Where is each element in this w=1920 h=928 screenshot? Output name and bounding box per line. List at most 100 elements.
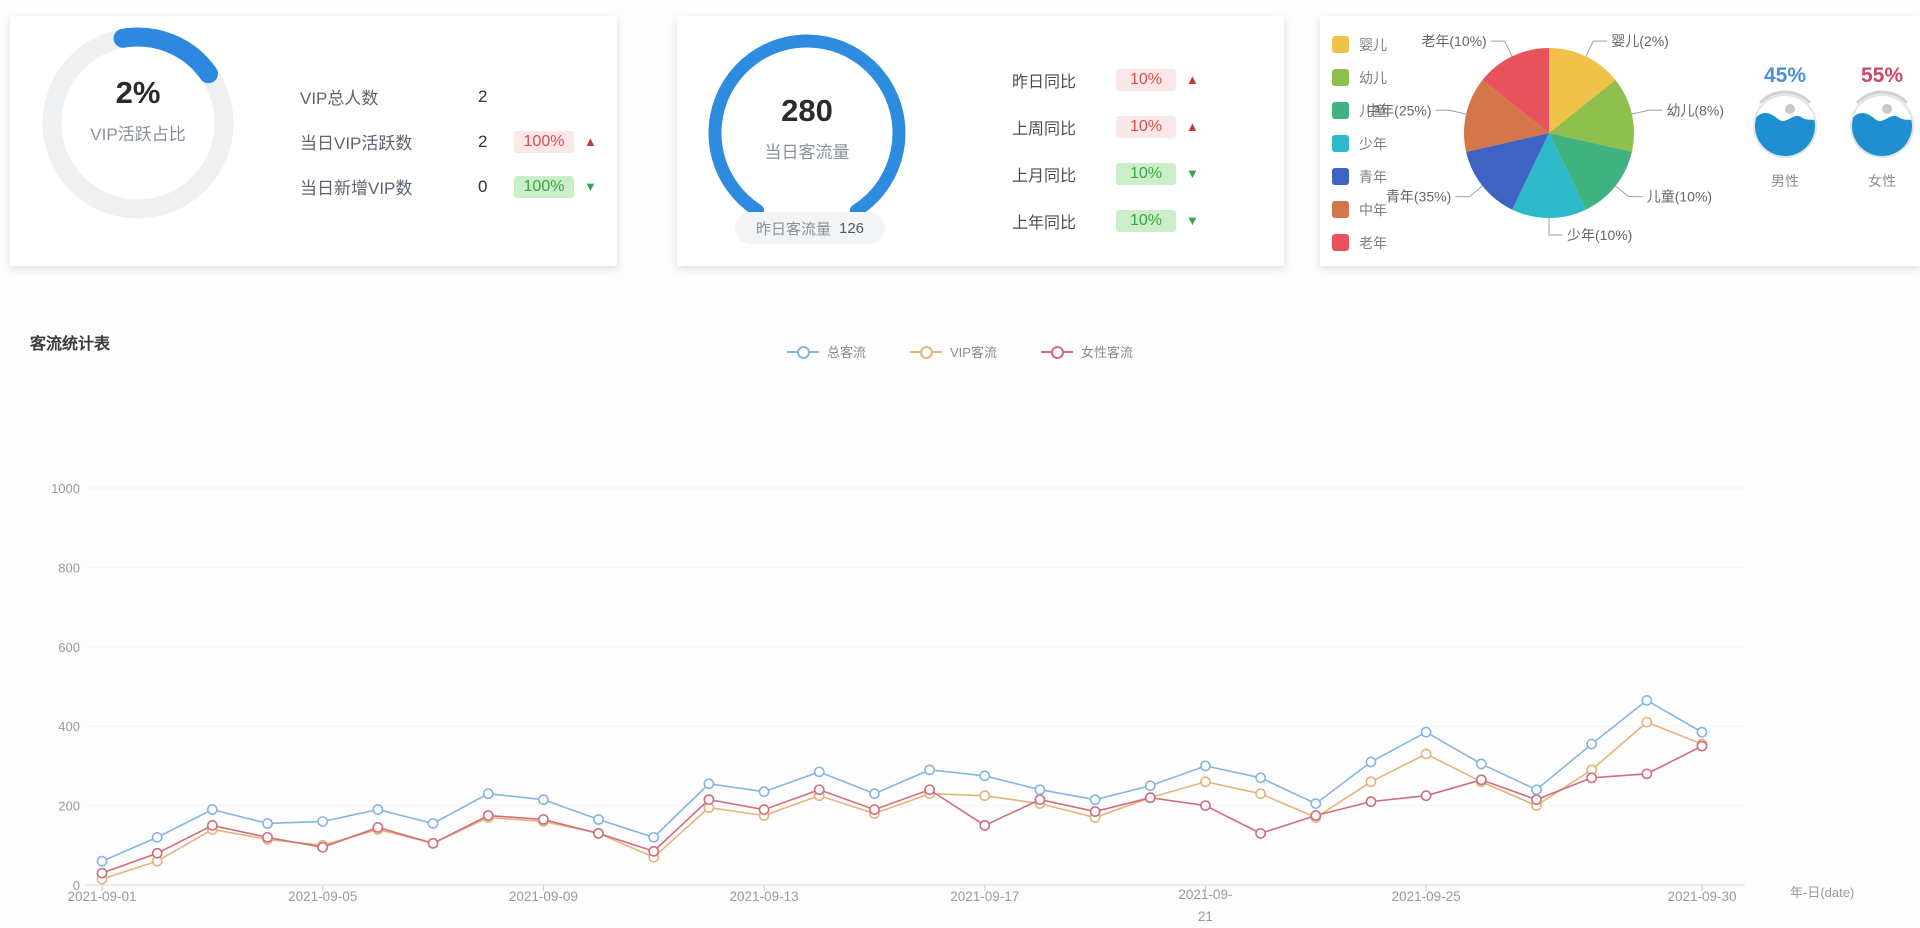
data-point-总客流[interactable] — [869, 788, 880, 800]
pie-legend-item[interactable]: 儿童 — [1332, 94, 1387, 127]
data-point-总客流[interactable] — [703, 778, 715, 790]
data-point-总客流[interactable] — [1696, 726, 1708, 738]
data-point-女性客流[interactable] — [1696, 740, 1708, 752]
data-point-总客流[interactable] — [96, 855, 108, 867]
data-point-女性客流[interactable] — [317, 841, 329, 853]
data-point-总客流[interactable] — [813, 766, 825, 778]
data-point-总客流[interactable] — [537, 794, 549, 806]
data-point-女性客流[interactable] — [1200, 800, 1211, 811]
data-point-女性客流[interactable] — [1641, 768, 1653, 780]
flow-legend-item-总客流[interactable]: 总客流 — [787, 342, 866, 361]
data-point-女性客流[interactable] — [1365, 796, 1377, 808]
arrow-up-icon: ▲ — [584, 134, 597, 149]
data-point-女性客流[interactable] — [1255, 827, 1267, 839]
data-point-总客流[interactable] — [1365, 756, 1377, 768]
svg-text:800: 800 — [58, 560, 80, 575]
data-point-总客流[interactable] — [758, 786, 770, 798]
pie-slice-婴儿[interactable] — [1549, 48, 1616, 133]
vip-donut-ring — [42, 27, 234, 219]
pie-legend-item[interactable]: 老年 — [1332, 226, 1387, 259]
data-point-女性客流[interactable] — [924, 784, 935, 796]
pie-legend-item[interactable]: 幼儿 — [1332, 61, 1387, 94]
pie-legend-item[interactable]: 婴儿 — [1332, 28, 1387, 61]
data-point-女性客流[interactable] — [427, 837, 439, 849]
data-point-女性客流[interactable] — [262, 831, 273, 843]
data-point-总客流[interactable] — [1089, 794, 1101, 806]
data-point-VIP客流[interactable] — [1365, 776, 1377, 788]
arrow-up-icon: ▲ — [1186, 119, 1199, 134]
flow-legend-item-VIP客流[interactable]: VIP客流 — [910, 342, 997, 361]
data-point-总客流[interactable] — [262, 818, 273, 829]
pie-slice-幼儿[interactable] — [1549, 80, 1634, 152]
data-point-总客流[interactable] — [151, 831, 163, 843]
data-point-女性客流[interactable] — [758, 804, 770, 815]
data-point-女性客流[interactable] — [869, 804, 880, 815]
flow-line-chart[interactable]: 0 200 400 600 800 1000 2021-09-01 2021-09-05 202… — [0, 368, 1920, 928]
data-point-VIP客流[interactable] — [1200, 776, 1211, 788]
pie-legend-item[interactable]: 少年 — [1332, 127, 1387, 160]
data-point-女性客流[interactable] — [206, 820, 218, 831]
data-point-总客流[interactable] — [1420, 726, 1432, 738]
data-point-VIP客流[interactable] — [1255, 788, 1267, 800]
data-point-总客流[interactable] — [924, 764, 935, 776]
data-point-总客流[interactable] — [206, 804, 218, 815]
compare-row: 上年同比 10% ▼ — [1012, 197, 1272, 244]
data-point-女性客流[interactable] — [1310, 810, 1322, 821]
data-point-VIP客流[interactable] — [1641, 716, 1653, 728]
data-point-女性客流[interactable] — [813, 784, 825, 796]
data-point-女性客流[interactable] — [537, 814, 549, 825]
data-point-女性客流[interactable] — [979, 820, 991, 831]
compare-row: 上周同比 10% ▲ — [1012, 103, 1272, 150]
data-point-女性客流[interactable] — [1089, 806, 1101, 817]
data-point-VIP客流[interactable] — [979, 790, 991, 802]
data-point-女性客流[interactable] — [96, 867, 108, 879]
data-point-总客流[interactable] — [1034, 784, 1046, 796]
flow-legend-item-女性客流[interactable]: 女性客流 — [1040, 342, 1133, 361]
data-point-女性客流[interactable] — [1144, 792, 1156, 804]
data-point-女性客流[interactable] — [1475, 774, 1487, 786]
data-point-VIP客流[interactable] — [1420, 748, 1432, 760]
data-point-总客流[interactable] — [979, 770, 991, 782]
data-point-总客流[interactable] — [1200, 760, 1211, 772]
data-point-女性客流[interactable] — [1034, 794, 1046, 806]
legend-label: 婴儿 — [1359, 36, 1387, 53]
legend-swatch-icon — [1332, 102, 1349, 119]
data-point-女性客流[interactable] — [1586, 772, 1598, 784]
traffic-gauge-chart — [702, 28, 912, 238]
svg-text:400: 400 — [58, 719, 80, 734]
pie-legend-item[interactable]: 中年 — [1332, 193, 1387, 226]
data-point-女性客流[interactable] — [593, 827, 604, 839]
pie-legend-item[interactable]: 青年 — [1332, 160, 1387, 193]
data-point-总客流[interactable] — [1310, 798, 1322, 810]
data-point-女性客流[interactable] — [482, 810, 494, 821]
data-point-总客流[interactable] — [593, 814, 604, 825]
data-point-总客流[interactable] — [1144, 780, 1156, 792]
yesterday-traffic-label: 昨日客流量 — [755, 220, 831, 238]
data-point-总客流[interactable] — [1531, 784, 1542, 796]
gender-female: 55% 女性 — [1837, 64, 1920, 191]
yesterday-traffic-pill: 昨日客流量 126 — [735, 212, 885, 244]
data-point-女性客流[interactable] — [703, 794, 715, 806]
data-point-女性客流[interactable] — [648, 845, 660, 857]
pie-slice-中年[interactable] — [1464, 80, 1549, 152]
pie-slice-儿童[interactable] — [1549, 133, 1632, 210]
data-point-女性客流[interactable] — [1531, 794, 1542, 806]
data-point-总客流[interactable] — [1586, 738, 1598, 750]
data-point-女性客流[interactable] — [372, 822, 384, 833]
data-point-总客流[interactable] — [648, 831, 660, 843]
legend-label: 总客流 — [827, 345, 867, 360]
data-point-总客流[interactable] — [372, 804, 384, 815]
data-point-总客流[interactable] — [1475, 758, 1487, 770]
data-point-总客流[interactable] — [1255, 772, 1267, 784]
arrow-down-icon: ▼ — [1186, 213, 1199, 228]
age-pie-chart[interactable]: 婴儿(2%) 幼儿(8%) 儿童(10%) 少年(10%) 青年(35%) 中年(25%)… — [1320, 16, 1920, 266]
data-point-总客流[interactable] — [1641, 694, 1653, 706]
pie-slice-少年[interactable] — [1512, 133, 1586, 218]
pie-slice-老年[interactable] — [1482, 48, 1549, 133]
data-point-总客流[interactable] — [482, 788, 494, 800]
data-point-女性客流[interactable] — [151, 847, 163, 859]
pie-slice-青年[interactable] — [1466, 133, 1549, 210]
data-point-女性客流[interactable] — [1420, 790, 1432, 802]
data-point-总客流[interactable] — [317, 816, 329, 827]
data-point-总客流[interactable] — [427, 818, 439, 829]
